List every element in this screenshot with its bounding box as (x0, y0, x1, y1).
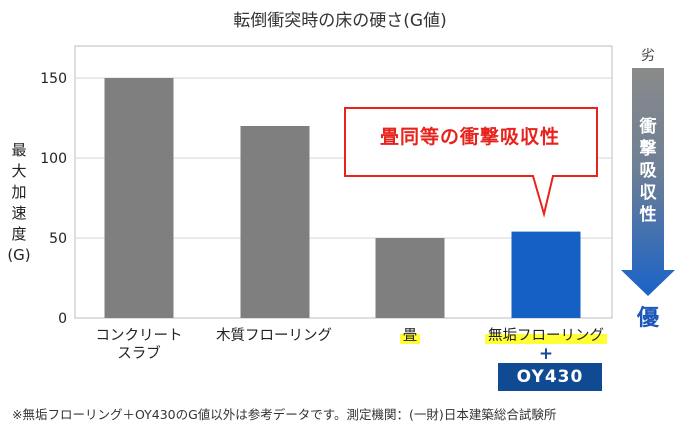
scale-side-char: 吸 (639, 161, 657, 181)
callout-text: 畳同等の衝撃吸収性 (379, 126, 560, 148)
bar (104, 78, 174, 318)
y-axis-label: 最 大 加 速 度 (G) (4, 140, 34, 266)
product-name-badge: OY430 (498, 363, 602, 391)
category-label-line: 木質フローリング (216, 328, 332, 344)
y-axis-label-char: 度 (11, 225, 27, 243)
footnote: ※無垢フローリング＋OY430のG値以外は参考データです。測定機関：(一財)日本… (12, 407, 557, 422)
scale-arrow-shape (621, 68, 675, 296)
callout-shape (344, 107, 598, 218)
category-label-line: コンクリート (95, 328, 183, 344)
y-tick-label: 150 (40, 71, 67, 87)
category-label-solid-wood: 無垢フローリング (466, 327, 626, 345)
category-label-line: 畳 (399, 328, 421, 344)
y-axis-label-char: 加 (11, 183, 27, 201)
scale-side-char: 衝 (639, 117, 657, 137)
bar (375, 238, 445, 318)
callout-box (344, 107, 598, 218)
y-axis-label-char: 大 (11, 162, 27, 180)
plot-frame (74, 45, 613, 319)
y-tick-label: 100 (40, 151, 67, 167)
scale-arrow (621, 68, 675, 296)
scale-bottom-label: 優 (636, 306, 659, 331)
scale-side-text: 衝 撃 吸 収 性 (637, 116, 659, 226)
category-label-line: スラブ (117, 346, 161, 362)
y-tick-labels: 0 50 100 150 (40, 71, 67, 327)
scale-top-label: 劣 (641, 48, 655, 64)
scale-side-char: 撃 (639, 139, 657, 159)
y-axis-label-char: 最 (11, 141, 27, 159)
category-label-concrete: コンクリート スラブ (84, 327, 194, 363)
y-axis-label-char: 速 (11, 204, 27, 222)
bar (511, 231, 581, 318)
category-label-wood: 木質フローリング (199, 327, 349, 345)
scale-side-char: 性 (639, 205, 657, 225)
bar (240, 126, 310, 318)
chart-title: 転倒衝突時の床の硬さ(G値) (233, 11, 447, 31)
scale-side-char: 収 (639, 183, 657, 203)
category-label-tatami: 畳 (365, 327, 455, 345)
plus-sign: + (538, 344, 554, 364)
y-tick-label: 0 (58, 311, 67, 327)
category-label-line: 無垢フローリング (485, 328, 607, 344)
y-axis-label-char: (G) (7, 246, 31, 264)
y-tick-label: 50 (49, 231, 67, 247)
bars (104, 78, 581, 318)
